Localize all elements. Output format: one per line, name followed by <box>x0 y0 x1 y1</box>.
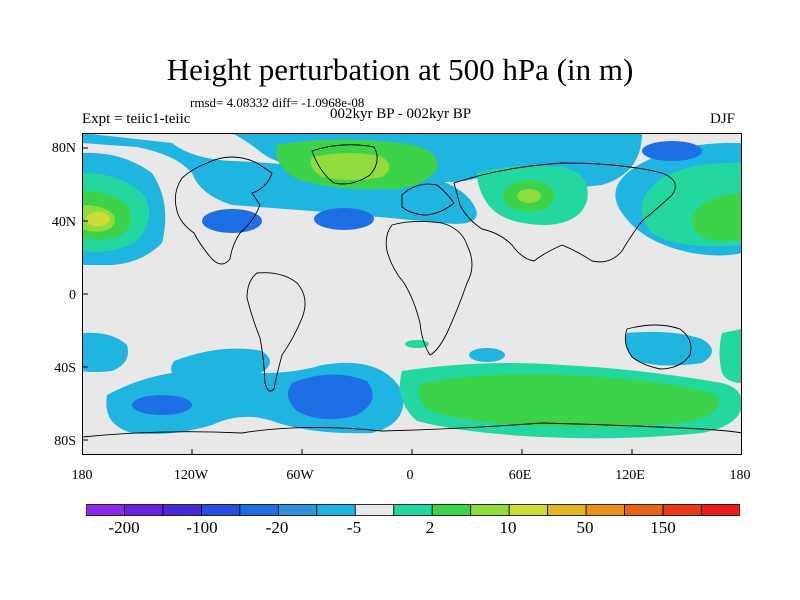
lon-label-120w: 120W <box>173 468 209 483</box>
colorbar-swatch-9 <box>431 504 472 516</box>
plot-title: Height perturbation at 500 hPa (in m) <box>166 52 634 87</box>
field-south-pacific-west <box>82 332 128 372</box>
colorbar-label-3: -5 <box>346 518 362 537</box>
colorbar-label-2: -20 <box>265 518 289 537</box>
colorbar-swatch-6 <box>316 504 356 516</box>
coast-south-america <box>246 272 306 392</box>
colorbar-label-7: 150 <box>650 518 676 537</box>
colorbar-swatch-16 <box>701 504 740 516</box>
coastlines <box>82 144 742 438</box>
lat-label-80n: 80N <box>51 141 76 156</box>
field-south-pacific-blue <box>132 395 192 415</box>
colorbar-label-6: 50 <box>576 518 594 537</box>
rmsd-stats: rmsd= 4.08332 diff= -1.0968e-08 <box>190 95 365 110</box>
height-perturbation-map <box>82 133 742 455</box>
period-label: 002kyr BP - 002kyr BP <box>330 106 472 122</box>
lon-label-180e: 180 <box>729 468 751 483</box>
lat-label-0: 0 <box>69 288 76 303</box>
colorbar <box>86 504 740 516</box>
field-pacific-yellow <box>86 212 110 226</box>
colorbar-label-5: 10 <box>499 518 517 537</box>
field-indian-ocean-blue <box>469 348 505 362</box>
lon-label-180w: 180 <box>71 468 93 483</box>
colorbar-label-0: -200 <box>108 518 140 537</box>
coast-north-america <box>174 156 273 265</box>
colorbar-label-4: 2 <box>425 518 435 537</box>
colorbar-label-1: -100 <box>186 518 218 537</box>
colorbar-swatch-1 <box>124 504 164 516</box>
field-australia-blue <box>624 331 712 366</box>
lon-label-60w: 60W <box>286 468 314 483</box>
colorbar-swatch-10 <box>470 504 510 516</box>
field-atlantic-blue <box>314 208 374 230</box>
field-south-pacific-teal <box>719 329 742 383</box>
season-label: DJF <box>710 111 736 127</box>
field-siberia-yellowgreen <box>517 189 541 203</box>
colorbar-swatch-15 <box>662 504 702 516</box>
colorbar-swatch-13 <box>585 504 625 516</box>
coast-asia <box>453 162 676 263</box>
lat-label-80s: 80S <box>54 434 76 449</box>
coast-antarctica <box>82 422 742 438</box>
colorbar-swatch-7 <box>354 504 395 516</box>
colorbar-swatch-8 <box>393 504 433 516</box>
field-siberia-blue <box>642 141 702 161</box>
coast-australia <box>624 324 692 370</box>
colorbar-swatch-5 <box>277 504 318 516</box>
coast-africa <box>385 220 473 356</box>
colorbar-swatch-3 <box>201 504 241 516</box>
field-greenland-yellowgreen <box>310 153 390 180</box>
experiment-label: Expt = teiic1-teiic <box>82 111 191 127</box>
lon-label-60e: 60E <box>508 468 532 483</box>
map-ticks <box>82 147 633 455</box>
lat-label-40s: 40S <box>54 361 76 376</box>
colorbar-swatch-0 <box>86 504 125 516</box>
lat-label-40n: 40N <box>51 215 76 230</box>
colorbar-swatch-11 <box>508 504 549 516</box>
lon-label-0: 0 <box>406 468 414 483</box>
coast-greenland <box>311 144 378 185</box>
colorbar-swatch-14 <box>624 504 664 516</box>
lon-label-120e: 120E <box>615 468 645 483</box>
colorbar-swatch-4 <box>239 504 279 516</box>
colorbar-swatch-12 <box>547 504 587 516</box>
coast-europe <box>401 183 455 216</box>
field-pacific-green-east <box>692 193 742 241</box>
field-north-america-blue <box>202 209 262 233</box>
field-north-pacific-west <box>82 133 477 224</box>
colorbar-swatch-2 <box>162 504 202 516</box>
field-south-atlantic-blue <box>288 374 373 420</box>
field-south-atlantic-teal <box>405 340 429 348</box>
field-southern-ocean-green <box>418 374 719 427</box>
